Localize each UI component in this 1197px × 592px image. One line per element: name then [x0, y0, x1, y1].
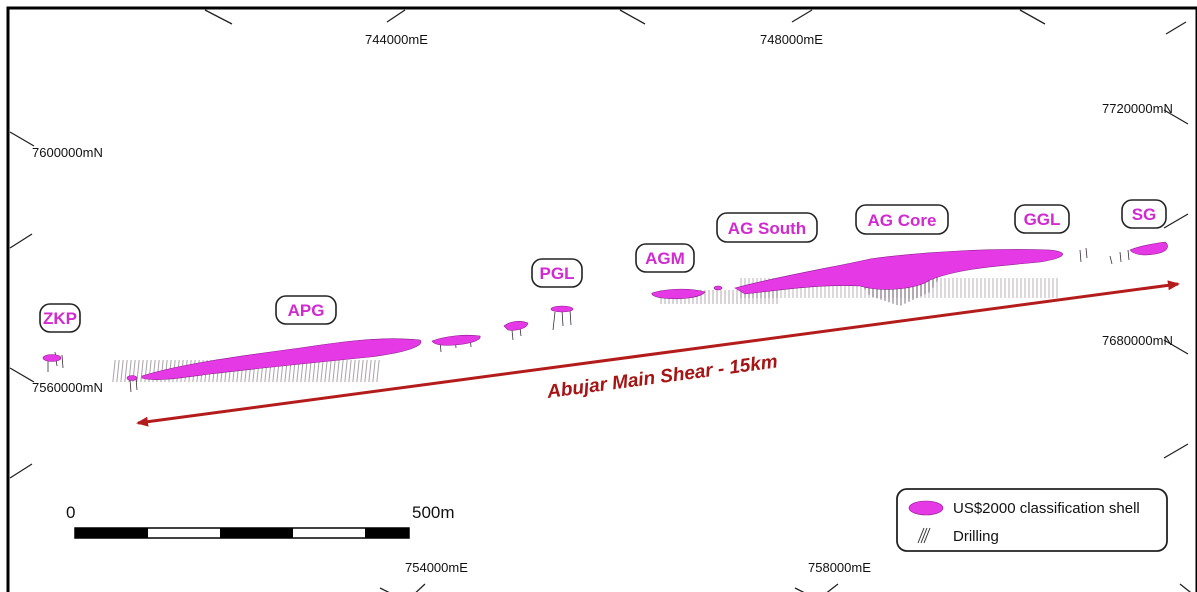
deposit-name: ZKP	[43, 309, 77, 328]
deposit-label-ggl: GGL	[1014, 204, 1070, 234]
northing-label-right-2: 7680000mN	[1102, 333, 1173, 348]
legend-shell-swatch	[908, 500, 944, 516]
deposit-label-apg: APG	[275, 295, 337, 325]
deposit-label-sg: SG	[1121, 199, 1167, 229]
northing-label-right-1: 7720000mN	[1102, 101, 1173, 116]
northing-label-left-2: 7560000mN	[32, 380, 103, 395]
easting-label-top-1: 744000mE	[365, 32, 428, 47]
deposit-name: GGL	[1024, 210, 1061, 229]
easting-label-bottom-2: 758000mE	[808, 560, 871, 575]
deposit-label-zkp: ZKP	[39, 303, 81, 333]
deposit-name: AG South	[728, 219, 806, 238]
deposit-label-pgl: PGL	[531, 258, 583, 288]
legend-drilling-icon	[917, 527, 931, 544]
deposit-label-agm: AGM	[635, 243, 695, 273]
shear-arrow	[136, 280, 1180, 427]
scale-bar: 0 500m	[66, 503, 455, 539]
deposit-name: APG	[288, 301, 325, 320]
deposit-name: SG	[1132, 205, 1157, 224]
deposit-label-ag-south: AG South	[716, 212, 818, 243]
deposit-label-ag-core: AG Core	[855, 204, 949, 235]
deposit-labels: ZKP APG PGL AGM AG South AG Core GGL SG	[39, 199, 1167, 333]
map-frame	[6, 6, 1197, 592]
deposit-name: PGL	[540, 264, 575, 283]
easting-label-bottom-1: 754000mE	[405, 560, 468, 575]
shear-label: Abujar Main Shear - 15km	[545, 351, 779, 403]
deposit-name: AG Core	[868, 211, 937, 230]
easting-label-top-2: 748000mE	[760, 32, 823, 47]
northing-label-left-1: 7600000mN	[32, 145, 103, 160]
legend-drilling-label: Drilling	[953, 528, 999, 545]
deposit-name: AGM	[645, 249, 685, 268]
scale-end-label: 500m	[412, 503, 455, 522]
legend-shell-label: US$2000 classification shell	[953, 500, 1140, 517]
scale-start-label: 0	[66, 503, 75, 522]
legend: US$2000 classification shell Drilling	[896, 488, 1168, 552]
